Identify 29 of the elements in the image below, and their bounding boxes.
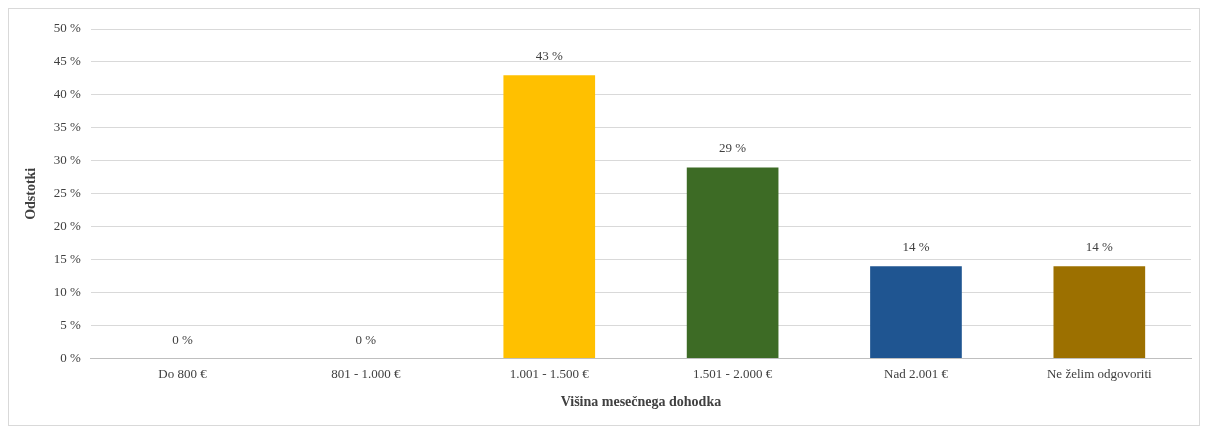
y-tick-label: 25 % [53, 185, 82, 201]
data-label: 0 % [355, 331, 377, 347]
x-tick-label: 801 - 1.000 € [331, 365, 402, 381]
x-tick-label: Nad 2.001 € [884, 365, 949, 381]
y-tick-label: 20 % [53, 218, 82, 234]
data-label: 0 % [172, 331, 194, 347]
y-tick-label: 35 % [53, 119, 82, 135]
x-tick-label: 1.001 - 1.500 € [509, 365, 590, 381]
x-tick-label: 1.501 - 2.000 € [693, 365, 773, 381]
x-tick-label: Ne želim odgovoriti [1046, 365, 1153, 381]
y-tick-label: 15 % [53, 251, 82, 267]
y-tick-label: 0 % [60, 350, 82, 366]
data-label: 29 % [719, 140, 747, 156]
y-axis-title: Odstotki [23, 167, 39, 220]
y-tick-label: 30 % [53, 152, 82, 168]
bar [870, 266, 962, 359]
data-label: 14 % [902, 239, 930, 255]
y-tick-label: 40 % [53, 86, 82, 102]
y-tick-label: 50 % [53, 20, 82, 36]
bar [686, 167, 779, 359]
bar [503, 75, 596, 359]
data-label: 43 % [535, 48, 563, 64]
y-tick-label: 45 % [53, 53, 82, 69]
data-label: 14 % [1085, 239, 1114, 255]
y-tick-label: 10 % [53, 284, 82, 300]
y-tick-label: 5 % [60, 317, 82, 333]
bar [1053, 266, 1146, 359]
x-tick-label: Do 800 € [158, 365, 208, 381]
x-axis-title: Višina mesečnega dohodka [560, 394, 722, 410]
